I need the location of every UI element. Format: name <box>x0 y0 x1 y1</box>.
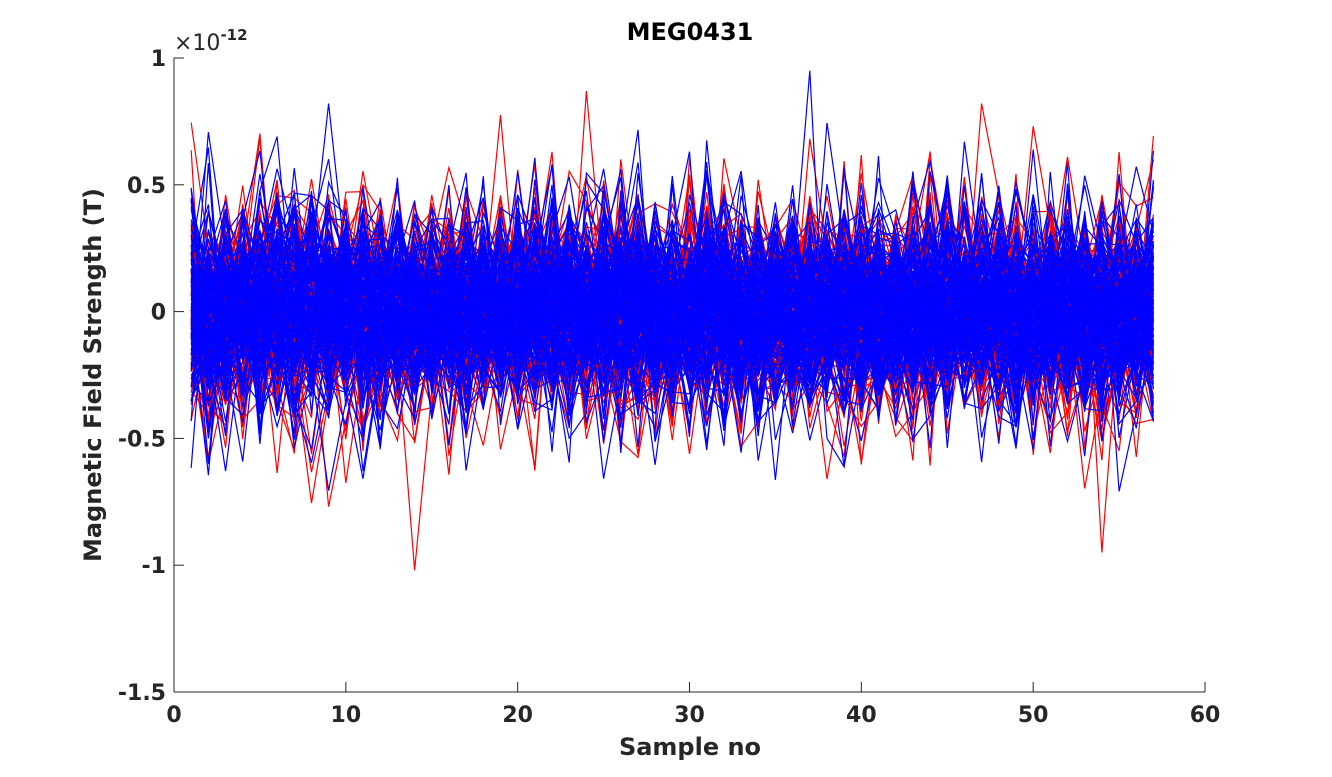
x-ticks: 0 10 20 30 40 50 60 <box>166 682 1220 728</box>
blue-trace-line <box>190 189 1154 445</box>
blue-trace-line <box>190 183 1154 403</box>
y-exponent-label: ×10-12 <box>174 26 248 56</box>
x-tick-label: 20 <box>502 703 533 728</box>
chart-title: MEG0431 <box>627 18 754 46</box>
blue-trace-line <box>190 205 1154 427</box>
y-exponent-power: -12 <box>220 26 247 44</box>
blue-trace-line <box>190 164 1154 450</box>
x-tick-label: 30 <box>674 703 705 728</box>
y-ticks: -1.5 -1 -0.5 0 0.5 1 <box>118 47 184 706</box>
x-tick-label: 40 <box>846 703 877 728</box>
x-tick-label: 50 <box>1018 703 1049 728</box>
blue-trace-line <box>190 185 1154 424</box>
y-tick-label: 0 <box>151 301 166 326</box>
y-axis-title: Magnetic Field Strength (T) <box>79 188 107 562</box>
y-tick-label: 0.5 <box>127 174 166 199</box>
x-tick-label: 10 <box>331 703 362 728</box>
y-tick-label: -1 <box>142 554 166 579</box>
blue-trace-line <box>190 219 1154 416</box>
y-tick-label: 1 <box>151 47 166 72</box>
blue-trace-line <box>190 231 1154 415</box>
x-tick-label: 0 <box>166 703 181 728</box>
blue-trace-line <box>190 204 1154 394</box>
blue-trace-line <box>191 175 1154 426</box>
y-tick-label: -0.5 <box>118 427 166 452</box>
blue-trace-line <box>190 168 1154 415</box>
y-tick-label: -1.5 <box>118 681 166 706</box>
x-axis-title: Sample no <box>619 733 761 761</box>
series-group <box>190 70 1154 571</box>
blue-trace-line <box>191 201 1154 415</box>
x-tick-label: 60 <box>1190 703 1221 728</box>
y-exponent-base: ×10 <box>174 31 220 56</box>
blue-trace-line <box>190 233 1154 400</box>
blue-trace-line <box>190 179 1154 472</box>
